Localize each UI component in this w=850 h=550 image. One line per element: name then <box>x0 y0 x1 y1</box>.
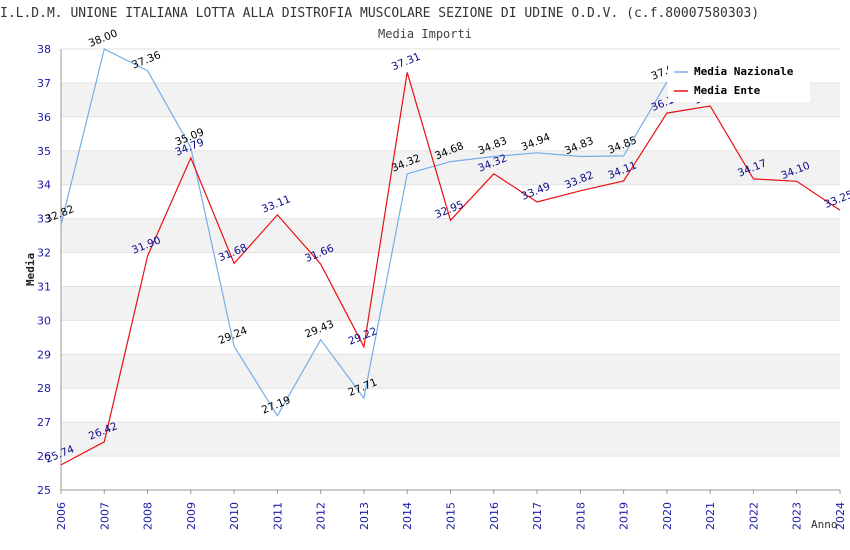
grid-band <box>61 422 840 457</box>
data-label-nazionale: 29.43 <box>303 318 335 340</box>
y-tick-label: 26 <box>37 450 51 463</box>
data-label-nazionale: 38.00 <box>87 27 119 49</box>
x-tick-label: 2006 <box>55 502 68 530</box>
chart-subtitle: Media Importi <box>378 27 472 41</box>
x-tick-label: 2019 <box>618 502 631 530</box>
x-tick-label: 2023 <box>791 502 804 530</box>
y-tick-label: 35 <box>37 145 51 158</box>
data-label-nazionale: 34.94 <box>520 131 553 154</box>
x-tick-label: 2015 <box>445 502 458 530</box>
y-tick-label: 36 <box>37 111 51 124</box>
y-tick-label: 37 <box>37 77 51 90</box>
y-tick-label: 34 <box>37 179 51 192</box>
x-tick-label: 2017 <box>531 502 544 530</box>
series-line-ente <box>60 72 841 466</box>
data-label-ente: 25.74 <box>44 443 77 466</box>
x-axis-label: Anno <box>811 518 838 531</box>
y-tick-label: 27 <box>37 416 51 429</box>
y-tick-label: 32 <box>37 247 51 260</box>
legend-box <box>668 60 810 102</box>
legend-label-ente: Media Ente <box>694 84 761 97</box>
x-tick-label: 2022 <box>747 502 760 530</box>
x-tick-label: 2021 <box>704 502 717 530</box>
y-tick-label: 29 <box>37 348 51 361</box>
x-tick-label: 2010 <box>228 502 241 530</box>
x-tick-label: 2011 <box>271 502 284 530</box>
y-tick-label: 33 <box>37 213 51 226</box>
x-tick-label: 2016 <box>488 502 501 530</box>
y-tick-label: 31 <box>37 280 51 293</box>
data-label-ente: 37.31 <box>390 51 422 73</box>
y-tick-label: 25 <box>37 484 51 497</box>
x-tick-label: 2012 <box>315 502 328 530</box>
y-tick-label: 30 <box>37 314 51 327</box>
grid-band <box>61 354 840 389</box>
y-tick-label: 28 <box>37 382 51 395</box>
x-tick-label: 2008 <box>142 502 155 530</box>
x-tick-label: 2009 <box>185 502 198 530</box>
y-tick-label: 38 <box>37 43 51 56</box>
legend-label-nazionale: Media Nazionale <box>694 65 794 78</box>
data-label-nazionale: 37.36 <box>130 49 163 72</box>
chart-title: I.L.D.M. UNIONE ITALIANA LOTTA ALLA DIST… <box>0 6 760 21</box>
series-line-nazionale <box>60 48 668 417</box>
x-tick-label: 2024 <box>834 502 847 530</box>
y-axis-label: Media <box>24 253 37 286</box>
x-tick-label: 2014 <box>401 502 414 530</box>
grid-band <box>61 218 840 253</box>
x-tick-label: 2018 <box>574 502 587 530</box>
grid-band <box>61 286 840 321</box>
x-tick-label: 2020 <box>661 502 674 530</box>
x-tick-label: 2007 <box>98 502 111 530</box>
x-tick-label: 2013 <box>358 502 371 530</box>
data-label-ente: 33.11 <box>260 193 292 215</box>
